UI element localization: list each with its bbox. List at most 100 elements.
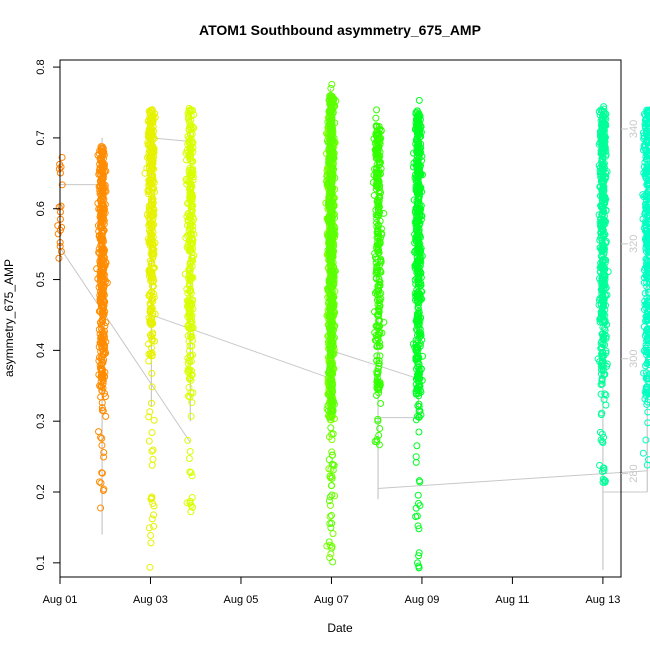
data-point xyxy=(600,433,608,441)
data-point xyxy=(187,185,195,193)
data-point xyxy=(413,559,421,567)
data-points xyxy=(54,80,650,572)
data-point xyxy=(181,270,189,278)
data-point xyxy=(145,292,153,300)
data-point xyxy=(328,544,336,552)
data-point xyxy=(415,221,423,229)
data-point xyxy=(642,255,650,263)
y-tick-label: 0.2 xyxy=(35,484,47,499)
data-point xyxy=(601,271,609,279)
data-point xyxy=(417,332,425,340)
data-point xyxy=(148,461,156,469)
data-point xyxy=(145,437,153,445)
data-point xyxy=(146,267,154,275)
data-point xyxy=(372,275,380,283)
data-point xyxy=(150,522,158,530)
data-point xyxy=(416,232,424,240)
data-point xyxy=(328,294,336,302)
data-point xyxy=(186,374,194,382)
series-aug-01b xyxy=(93,143,111,512)
data-point xyxy=(600,246,608,254)
data-point xyxy=(328,218,336,226)
data-point xyxy=(414,185,422,193)
data-point xyxy=(96,213,104,221)
data-point xyxy=(327,524,335,532)
data-point xyxy=(413,274,421,282)
data-point xyxy=(101,393,109,401)
data-point xyxy=(415,241,423,249)
data-point xyxy=(188,206,196,214)
data-point xyxy=(185,104,193,112)
data-point xyxy=(98,406,106,414)
data-point xyxy=(644,247,650,255)
data-point xyxy=(644,207,650,215)
data-point xyxy=(599,308,607,316)
data-point xyxy=(95,245,103,253)
data-point xyxy=(599,323,607,331)
data-point xyxy=(376,342,384,350)
data-point xyxy=(598,430,606,438)
data-point xyxy=(97,218,105,226)
data-point xyxy=(416,407,424,415)
data-point xyxy=(329,387,337,395)
data-point xyxy=(97,298,105,306)
data-point xyxy=(190,252,198,260)
data-point xyxy=(329,558,337,566)
data-point xyxy=(416,380,424,388)
data-point xyxy=(184,354,192,362)
data-point xyxy=(380,318,388,326)
data-point xyxy=(150,211,158,219)
data-point xyxy=(640,369,648,377)
data-point xyxy=(600,296,608,304)
data-point xyxy=(331,492,339,500)
data-point xyxy=(598,343,606,351)
data-point xyxy=(145,413,153,421)
data-point xyxy=(644,374,650,382)
data-point xyxy=(602,256,610,264)
data-point xyxy=(376,160,384,168)
data-point xyxy=(147,399,155,407)
data-point xyxy=(97,303,105,311)
series-aug-08 xyxy=(369,106,388,449)
data-point xyxy=(184,367,192,375)
data-point xyxy=(186,277,194,285)
data-point xyxy=(329,272,337,280)
data-point xyxy=(418,252,426,260)
data-point xyxy=(97,175,105,183)
data-point xyxy=(187,295,195,303)
data-point xyxy=(326,204,334,212)
data-point xyxy=(58,181,66,189)
data-point xyxy=(373,154,381,162)
data-point xyxy=(647,201,650,209)
data-point xyxy=(644,271,650,279)
data-point xyxy=(329,159,337,167)
data-point xyxy=(415,140,423,148)
data-point xyxy=(413,116,421,124)
data-point xyxy=(326,119,334,127)
data-point xyxy=(375,130,383,138)
data-point xyxy=(416,375,424,383)
data-point xyxy=(187,508,195,516)
data-point xyxy=(409,340,417,348)
data-point xyxy=(601,134,609,142)
data-point xyxy=(186,315,194,323)
data-point xyxy=(55,165,63,173)
data-point xyxy=(599,475,607,483)
data-point xyxy=(150,153,158,161)
data-point xyxy=(185,455,193,463)
data-point xyxy=(328,96,336,104)
y-axis: 0.1 0.2 0.3 0.4 0.5 0.6 0.7 0.8 xyxy=(35,59,60,570)
data-point xyxy=(184,240,192,248)
data-point xyxy=(100,205,108,213)
data-point xyxy=(375,431,383,439)
data-point xyxy=(97,504,105,512)
data-point xyxy=(55,254,63,262)
data-point xyxy=(374,312,382,320)
data-point xyxy=(415,564,423,572)
data-point xyxy=(414,352,422,360)
data-point xyxy=(643,388,650,396)
data-point xyxy=(373,211,381,219)
data-point xyxy=(98,293,106,301)
data-point xyxy=(149,118,157,126)
data-point xyxy=(378,329,386,337)
